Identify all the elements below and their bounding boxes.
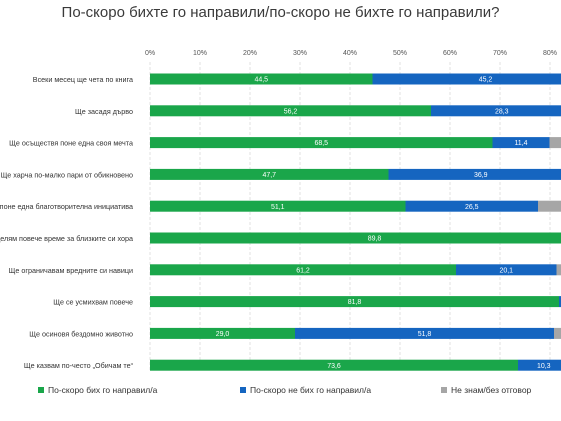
data-label: 47,7 xyxy=(262,172,276,179)
data-label: 11,4 xyxy=(514,140,527,147)
category-label: Ще отделям повече време за близките си х… xyxy=(0,234,133,243)
stacked-bar-chart: 0%10%20%30%40%50%60%70%80%90%Всеки месец… xyxy=(0,50,561,372)
x-tick-label: 20% xyxy=(243,50,257,57)
data-label: 20,1 xyxy=(499,267,513,274)
category-label: Ще участвам в поне една благотворителна … xyxy=(0,202,133,211)
bar-segment xyxy=(556,264,561,276)
data-label: 26,5 xyxy=(465,204,479,211)
data-label: 28,3 xyxy=(495,108,509,115)
category-label: Ще осъществя поне една своя мечта xyxy=(9,139,133,148)
bar-segment xyxy=(295,327,554,339)
bar-segment xyxy=(150,168,389,180)
bar-segment xyxy=(372,73,561,85)
data-label: 61,2 xyxy=(296,267,310,274)
data-label: 81,8 xyxy=(348,299,362,306)
legend-swatch-dont-know xyxy=(441,387,447,393)
legend-label-no: По-скоро не бих го направил/а xyxy=(250,385,372,395)
data-label: 68,5 xyxy=(314,140,328,147)
bar-segment xyxy=(559,296,561,308)
bar-segment xyxy=(405,200,538,212)
category-label: Ще засадя дърво xyxy=(75,107,133,116)
x-tick-label: 0% xyxy=(145,50,155,57)
category-label: Ще се усмихвам повече xyxy=(53,298,133,307)
category-label: Ще казвам по-често „Обичам те“ xyxy=(24,361,134,370)
legend-label-yes: По-скоро бих го направил/а xyxy=(48,385,158,395)
category-label: Всеки месец ще чета по книга xyxy=(33,75,133,84)
legend-swatch-no xyxy=(240,387,246,393)
data-label: 51,1 xyxy=(271,204,285,211)
category-label: Ще осиновя бездомно животно xyxy=(29,329,133,338)
data-label: 44,5 xyxy=(254,77,268,84)
x-tick-label: 10% xyxy=(193,50,207,57)
bar-segment xyxy=(150,296,559,308)
bar-segment xyxy=(431,105,561,117)
bar-segment xyxy=(150,137,493,149)
data-label: 89,8 xyxy=(368,236,382,243)
data-label: 36,9 xyxy=(474,172,488,179)
bar-segment xyxy=(150,73,373,85)
bar-segment xyxy=(518,359,561,371)
bar-segment xyxy=(150,359,518,371)
bar-segment xyxy=(549,137,561,149)
legend-item-yes: По-скоро бих го направил/а xyxy=(38,385,157,395)
data-label: 29,0 xyxy=(216,331,230,338)
bar-segment xyxy=(456,264,557,276)
category-label: Ще харча по-малко пари от обикновено xyxy=(1,170,133,179)
data-label: 45,2 xyxy=(479,77,493,84)
legend-item-no: По-скоро не бих го направил/а xyxy=(240,385,371,395)
bar-segment xyxy=(150,232,561,244)
chart-title: По-скоро бихте го направили/по-скоро не … xyxy=(61,4,500,21)
bar-segment xyxy=(150,327,295,339)
x-tick-label: 50% xyxy=(393,50,407,57)
bar-segment xyxy=(150,105,431,117)
bar-segment xyxy=(388,168,561,180)
x-tick-label: 60% xyxy=(443,50,457,57)
bar-segment xyxy=(150,200,406,212)
data-label: 10,3 xyxy=(537,363,551,370)
legend-label-dont-know: Не знам/без отговор xyxy=(451,385,532,395)
data-label: 73,6 xyxy=(327,363,341,370)
x-tick-label: 70% xyxy=(493,50,507,57)
bar-segment xyxy=(150,264,456,276)
bar-segment xyxy=(554,327,561,339)
x-tick-label: 30% xyxy=(293,50,307,57)
data-label: 51,8 xyxy=(418,331,432,338)
bar-segment xyxy=(492,137,550,149)
legend-item-dont-know: Не знам/без отговор xyxy=(441,385,531,395)
data-label: 56,2 xyxy=(284,108,298,115)
category-label: Ще ограничавам вредните си навици xyxy=(9,266,133,275)
legend-swatch-yes xyxy=(38,387,44,393)
bar-segment xyxy=(538,200,561,212)
x-tick-label: 40% xyxy=(343,50,357,57)
x-tick-label: 80% xyxy=(543,50,557,57)
legend: По-скоро бих го направил/а По-скоро не б… xyxy=(0,385,561,405)
